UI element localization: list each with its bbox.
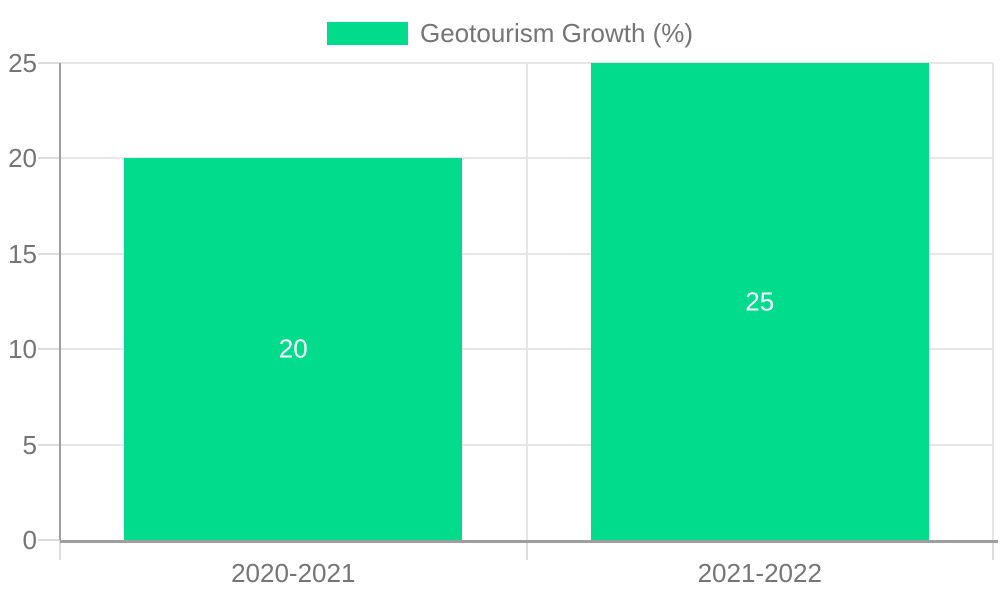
y-axis-tick (38, 252, 60, 255)
legend-label: Geotourism Growth (%) (420, 17, 694, 48)
y-tick-label: 0 (22, 525, 37, 555)
bar (124, 158, 463, 540)
y-tick-label: 20 (8, 143, 37, 174)
y-axis-line (59, 63, 61, 540)
y-tick-label: 15 (8, 238, 37, 269)
bar-value-label: 20 (278, 333, 308, 364)
y-tick-label: 25 (8, 48, 37, 78)
x-axis-tick (59, 540, 61, 560)
bar-value-label: 25 (745, 286, 775, 316)
y-axis-tick (38, 348, 60, 351)
x-axis-tick (992, 540, 994, 560)
y-tick-label: 5 (22, 429, 37, 460)
y-axis-tick (38, 157, 60, 160)
y-axis-tick (38, 539, 60, 541)
gridline-vertical (992, 63, 994, 540)
bar (590, 63, 929, 540)
y-axis-tick (38, 443, 60, 446)
x-axis-tick (525, 540, 528, 560)
x-tick-label: 2020-2021 (231, 558, 356, 588)
legend: Geotourism Growth (%) (327, 18, 693, 48)
x-tick-label: 2021-2022 (697, 558, 822, 588)
legend-swatch (327, 21, 408, 45)
gridline-vertical (525, 63, 528, 540)
x-axis-line (60, 540, 998, 543)
y-axis-tick (38, 62, 60, 64)
y-tick-label: 10 (8, 334, 37, 365)
